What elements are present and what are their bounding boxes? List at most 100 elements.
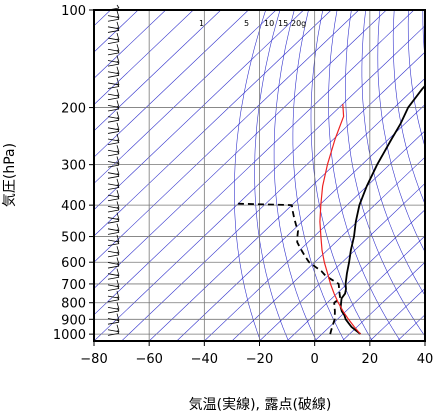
wind-barb-flag — [116, 229, 120, 233]
wind-barb-flag — [116, 111, 120, 119]
wind-barb — [107, 288, 120, 291]
wind-barb — [107, 153, 120, 157]
wind-barb-flag — [116, 318, 120, 323]
wind-barb-flag — [116, 60, 120, 65]
dry-adiabat — [292, 10, 345, 341]
wind-barb — [107, 262, 120, 265]
y-tick-label: 700 — [61, 278, 86, 293]
wind-barb — [107, 104, 120, 108]
isotherm-line — [314, 235, 425, 341]
wind-barb-flag — [116, 268, 120, 276]
wind-barb — [107, 97, 120, 101]
wind-barb-flag — [116, 184, 120, 188]
wind-barb — [107, 332, 120, 336]
wind-barb-flag — [116, 291, 120, 299]
isotherm-line — [397, 314, 425, 341]
wind-barb — [107, 60, 120, 63]
x-tick-label: −80 — [80, 352, 107, 367]
wind-barb-flag — [116, 262, 120, 267]
wind-barb — [107, 250, 120, 254]
wind-barb — [107, 30, 120, 33]
x-axis-ticks: −80 −60 −40 −20 0 20 40 — [80, 341, 433, 367]
wind-barb-flag — [116, 330, 120, 334]
wind-barb — [107, 198, 120, 202]
wind-barb-flag — [116, 223, 120, 231]
wind-barb — [107, 295, 120, 299]
isotherm-line — [94, 10, 387, 289]
isotherm-line — [121, 51, 425, 341]
wind-barb-flag — [116, 77, 120, 86]
series-lines — [238, 84, 425, 335]
wind-barb-flag — [116, 150, 120, 155]
x-tick-label: −40 — [191, 352, 218, 367]
wind-barb — [107, 142, 120, 146]
wind-barb-flag — [116, 240, 120, 244]
wind-barb-flag — [116, 296, 120, 300]
isotherm-line — [94, 10, 304, 211]
isotherm-line — [94, 10, 277, 184]
wind-barb — [107, 37, 120, 41]
wind-barb — [107, 232, 120, 235]
mixing-ratio-labels: 1 5 10 15 20g — [199, 19, 306, 28]
wind-barb-flag — [116, 173, 120, 177]
wind-barb-flag — [116, 285, 120, 289]
wind-barb-flag — [116, 105, 120, 110]
wind-barb — [107, 306, 120, 310]
y-tick-label: 1000 — [53, 328, 86, 343]
wind-barb — [107, 138, 120, 142]
wind-barb — [107, 71, 120, 75]
dry-adiabat — [361, 10, 425, 297]
y-tick-label: 300 — [61, 159, 86, 174]
wind-barb-flag — [116, 246, 120, 254]
x-tick-label: 0 — [311, 352, 319, 367]
wind-barb — [107, 172, 120, 176]
x-tick-label: 20 — [362, 352, 379, 367]
wind-barb-flag — [116, 83, 120, 87]
wind-barb-flag — [116, 234, 120, 243]
wind-barb-flag — [116, 21, 120, 29]
wind-barb-flag — [116, 66, 120, 74]
wind-barb-flag — [116, 251, 120, 256]
mixing-ratio-label: 20g — [291, 19, 306, 28]
wind-barb-flag — [116, 116, 120, 121]
isotherm-line — [424, 340, 425, 341]
isotherm-line — [286, 209, 425, 341]
wind-barb — [107, 254, 120, 258]
wind-barb — [107, 187, 120, 190]
dry-adiabat — [254, 10, 289, 341]
wind-barb — [107, 108, 120, 112]
wind-barb — [107, 217, 120, 220]
wind-barb — [107, 220, 120, 224]
wind-barb-flag — [116, 49, 120, 54]
x-tick-label: 40 — [417, 352, 434, 367]
wind-barb-flag — [116, 313, 120, 321]
wind-barb-flag — [116, 15, 120, 20]
wind-barb-flag — [116, 4, 120, 9]
wind-barb-flag — [116, 206, 120, 211]
wind-barb — [107, 26, 120, 30]
wind-barb-flag — [116, 94, 120, 98]
wind-barb — [107, 74, 120, 78]
wind-barb — [107, 243, 120, 247]
mixing-ratio-label: 5 — [244, 19, 249, 28]
y-tick-label: 800 — [61, 297, 86, 312]
y-tick-label: 400 — [61, 199, 86, 214]
mixing-ratio-label: 15 — [278, 19, 288, 28]
parcel-line — [319, 103, 361, 335]
wind-barb-flag — [116, 55, 120, 63]
y-axis-title: 気圧(hPa) — [2, 143, 18, 207]
wind-barb-flag — [116, 279, 120, 288]
wind-barb — [107, 276, 120, 280]
wind-barb — [107, 194, 120, 198]
wind-barb-flag — [116, 133, 120, 142]
wind-barb-flag — [116, 212, 120, 220]
wind-barb-flag — [116, 167, 120, 175]
wind-barb — [107, 149, 120, 153]
mixing-ratio-label: 10 — [264, 19, 274, 28]
wind-barb-flag — [116, 195, 120, 199]
x-tick-label: −60 — [135, 352, 162, 367]
wind-barb — [107, 18, 120, 22]
x-axis-title: 気温(実線), 露点(破線) — [189, 397, 332, 412]
wind-barb-flag — [116, 324, 120, 332]
